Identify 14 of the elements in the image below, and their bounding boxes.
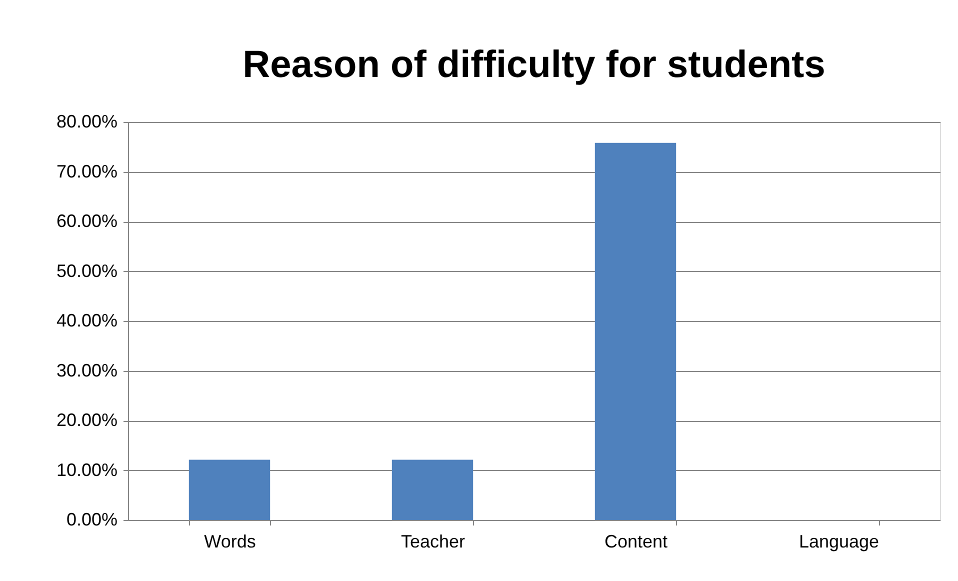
x-tick-label: Content [604,532,668,552]
y-tick-label: 80.00% [56,112,118,132]
y-tick-label: 60.00% [56,211,118,231]
y-tick-label: 40.00% [56,310,118,330]
y-tick-label: 50.00% [56,260,118,281]
x-tick-label: Words [204,532,256,552]
y-tick-label: 30.00% [56,360,118,380]
x-tick-label: Language [798,532,880,552]
y-tick-label: 70.00% [56,161,118,182]
y-tick-label: 0.00% [66,510,118,530]
y-tick-label: 20.00% [56,410,118,430]
y-tick-label: 10.00% [56,460,118,480]
x-tick-label: Teacher [400,532,466,552]
chart-title: Reason of difficulty for students [242,44,826,86]
